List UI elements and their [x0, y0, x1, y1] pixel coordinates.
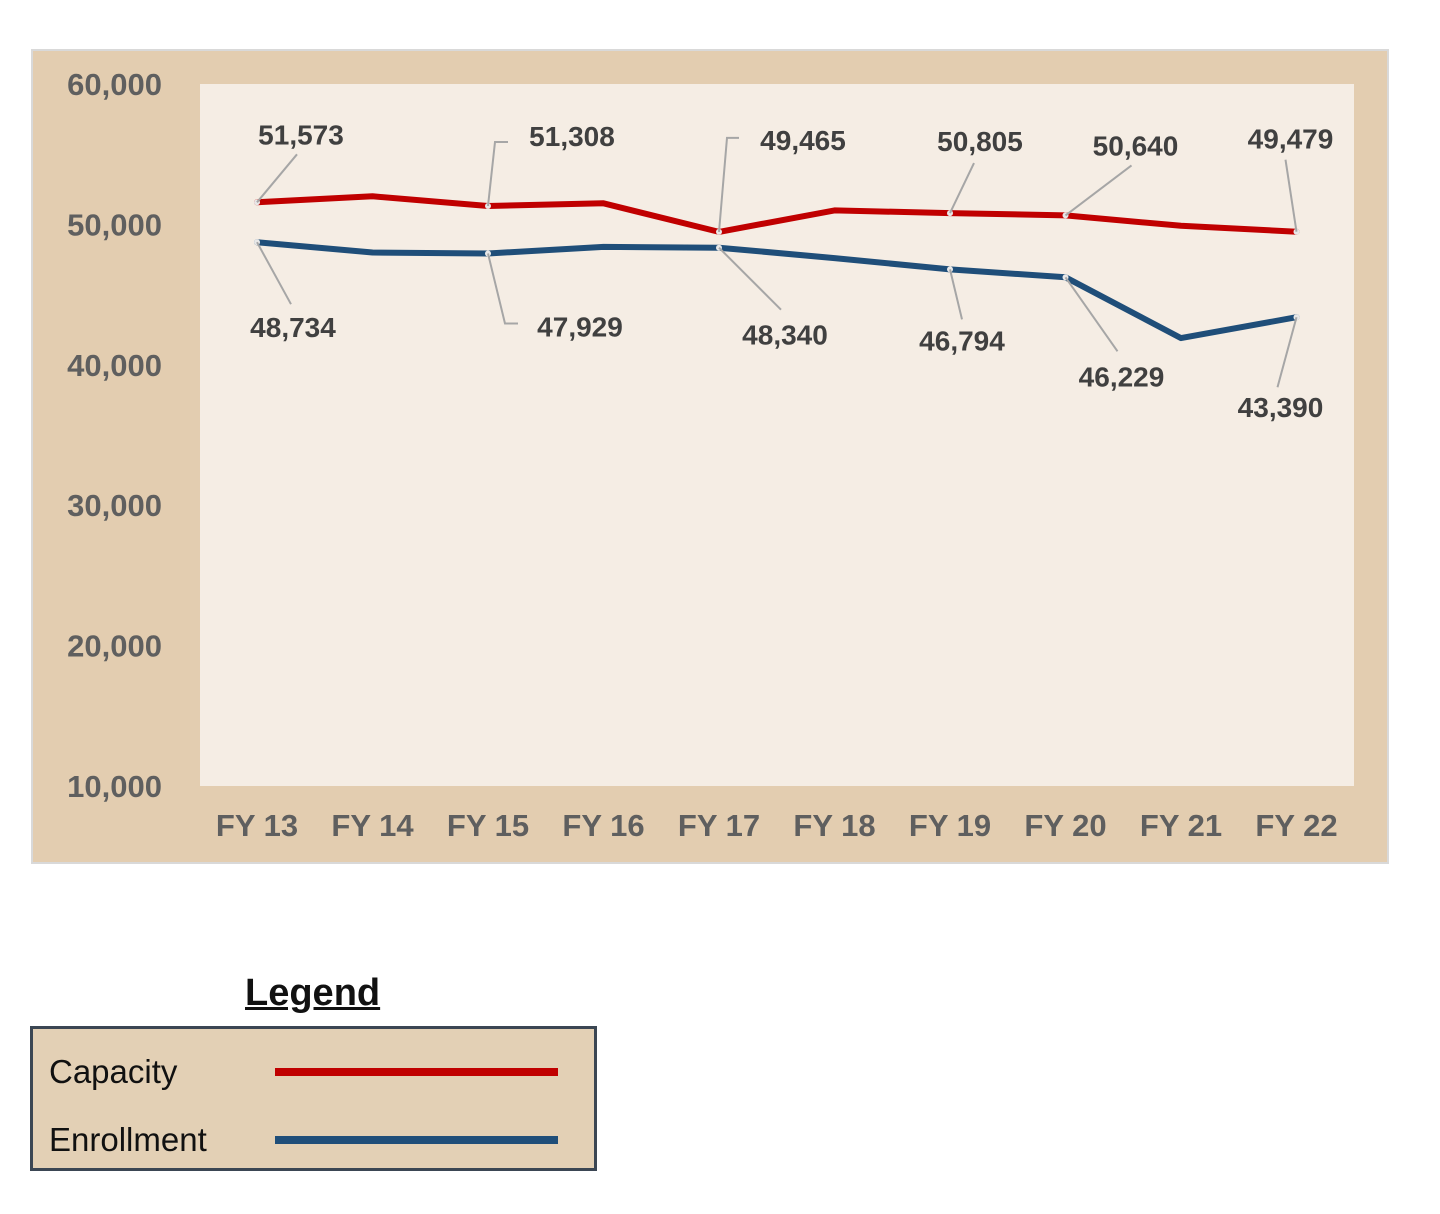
x-tick-label: FY 18: [793, 808, 875, 843]
data-point: [1293, 228, 1300, 235]
legend-swatch-capacity: [275, 1068, 558, 1076]
series-lines: [254, 193, 1300, 342]
data-label: 48,340: [742, 320, 828, 351]
x-tick-label: FY 21: [1140, 808, 1222, 843]
x-tick-label: FY 16: [562, 808, 644, 843]
leader-line: [949, 162, 975, 214]
x-tick-label: FY 13: [216, 808, 298, 843]
series-line-capacity: [254, 193, 1300, 235]
x-tick-label: FY 20: [1024, 808, 1106, 843]
legend-label-capacity: Capacity: [49, 1053, 178, 1090]
x-tick-label: FY 15: [447, 808, 529, 843]
line-chart: 60,000 50,000 40,000 30,000 20,000 10,000 FY …: [31, 49, 1389, 864]
legend: Capacity Enrollment: [30, 1026, 597, 1171]
data-point: [485, 250, 491, 257]
y-tick-label: 60,000: [67, 67, 162, 102]
x-tick-label: FY 19: [909, 808, 991, 843]
x-tick-label: FY 22: [1255, 808, 1337, 843]
data-label: 51,573: [258, 119, 344, 150]
leader-line: [1284, 159, 1298, 232]
legend-swatch-enrollment: [275, 1136, 558, 1144]
leader-line: [256, 153, 298, 203]
data-label: 46,794: [919, 325, 1005, 356]
x-tick-label: FY 14: [331, 808, 414, 843]
data-label: 47,929: [537, 311, 623, 342]
leader-line: [487, 253, 518, 325]
leader-line: [1276, 316, 1298, 388]
leader-line: [718, 136, 739, 232]
data-point: [485, 203, 491, 210]
leader-line: [718, 246, 782, 311]
legend-title: Legend: [245, 972, 381, 1014]
leader-lines: [256, 136, 1298, 388]
leader-line: [1064, 164, 1133, 217]
data-label: 50,805: [937, 126, 1023, 157]
y-tick-label: 50,000: [67, 207, 162, 242]
x-axis-tick-labels: FY 13 FY 14 FY 15 FY 16 FY 17 FY 18 FY 19 FY 20…: [216, 808, 1338, 843]
legend-item-capacity: Capacity: [49, 1047, 579, 1097]
leader-line: [949, 269, 963, 320]
data-point: [716, 228, 722, 235]
data-label: 51,308: [529, 121, 615, 152]
data-label: 46,229: [1079, 361, 1165, 392]
leader-line: [256, 241, 292, 305]
leader-line: [1064, 276, 1119, 352]
legend-label-enrollment: Enrollment: [49, 1121, 207, 1158]
data-label: 49,465: [760, 125, 846, 156]
y-tick-label: 10,000: [67, 769, 162, 804]
leader-line: [487, 141, 508, 207]
y-axis-tick-labels: 60,000 50,000 40,000 30,000 20,000 10,000: [67, 67, 162, 804]
data-label: 48,734: [250, 312, 336, 343]
series-line-enrollment: [254, 239, 1300, 342]
y-tick-label: 20,000: [67, 629, 162, 664]
legend-item-enrollment: Enrollment: [49, 1115, 579, 1165]
plot-area: [200, 84, 1354, 786]
x-tick-label: FY 17: [678, 808, 760, 843]
data-label: 49,479: [1248, 124, 1334, 155]
y-tick-label: 30,000: [67, 488, 162, 523]
data-label: 50,640: [1093, 130, 1179, 161]
y-tick-label: 40,000: [67, 348, 162, 383]
data-label: 43,390: [1238, 392, 1324, 423]
data-labels: 51,573 51,308 49,465 50,805 50,640 49,479 48,7…: [250, 119, 1333, 423]
